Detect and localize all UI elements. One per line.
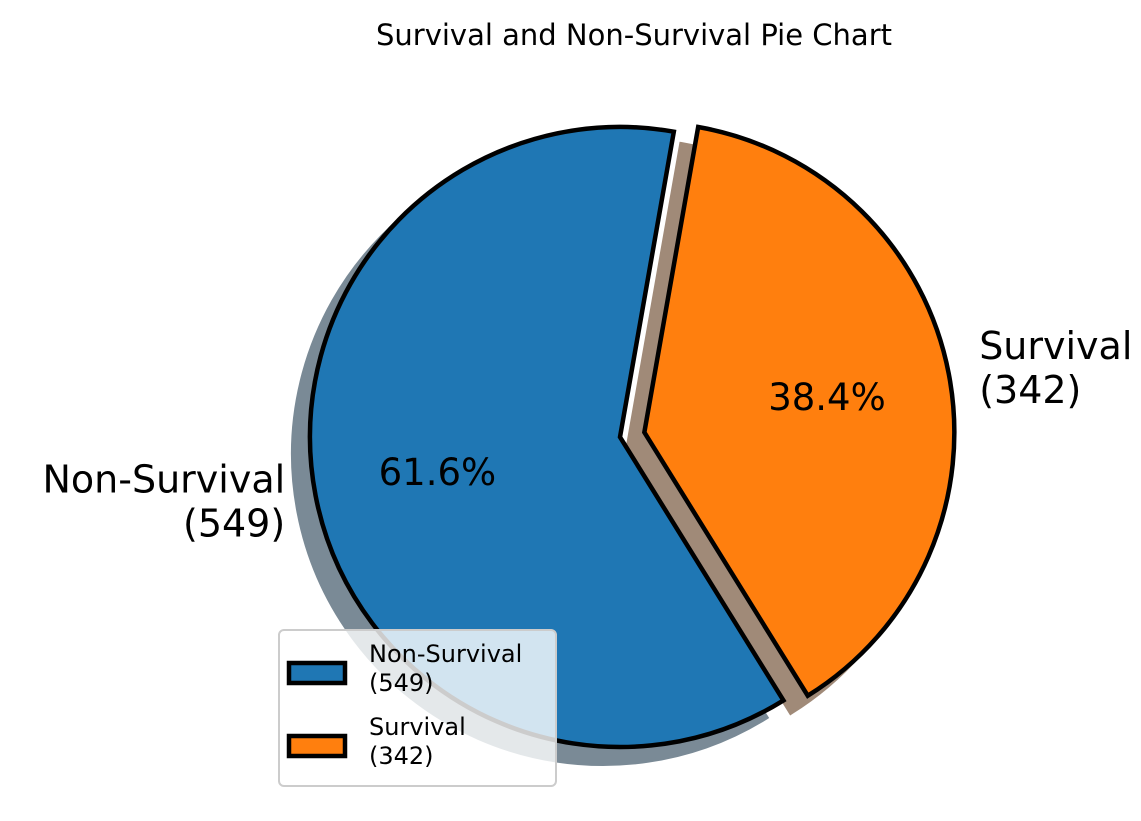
legend-frame <box>278 629 557 787</box>
legend-swatch-non-survival <box>286 660 348 686</box>
chart-title: Survival and Non-Survival Pie Chart <box>376 18 892 52</box>
legend-label-non-survival: Non-Survival (549) <box>369 640 522 697</box>
slice-label-non-survival: Non-Survival (549) <box>43 458 286 546</box>
percent-label-non-survival: 61.6% <box>379 451 497 494</box>
pie-slice-survival <box>641 124 957 699</box>
pie-slice-non-survival <box>307 124 787 750</box>
percent-label-survival: 38.4% <box>768 376 886 419</box>
slice-label-survival: Survival (342) <box>979 324 1132 412</box>
legend-label-survival: Survival (342) <box>369 713 466 770</box>
legend: Non-Survival (549) Survival (342) <box>278 629 557 787</box>
legend-swatch-survival <box>286 733 348 759</box>
pie-slice-layer <box>307 124 957 750</box>
pie-label-layer: 61.6% Non-Survival (549) 38.4% Survival (342) <box>43 324 1133 546</box>
